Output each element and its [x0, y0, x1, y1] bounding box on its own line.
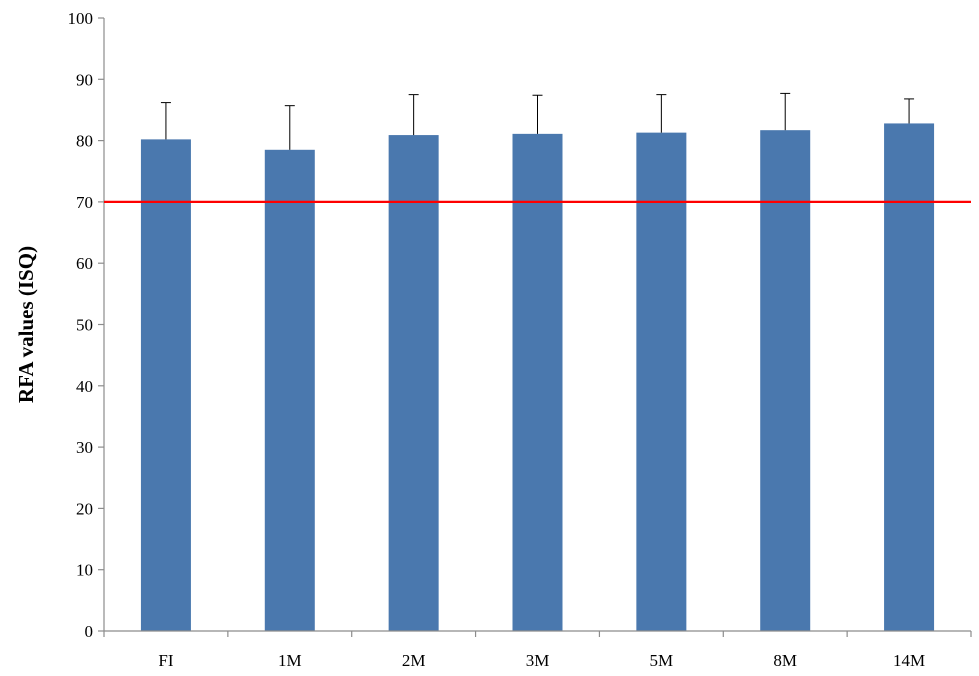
- x-tick-label: 14M: [893, 651, 925, 670]
- x-tick-label: 5M: [650, 651, 674, 670]
- bar-fi: [140, 139, 191, 631]
- y-tick-label: 70: [76, 193, 93, 212]
- x-tick-label: 3M: [526, 651, 550, 670]
- bar-3m: [512, 133, 563, 631]
- bar-2m: [388, 135, 439, 631]
- error-bar-8m: [780, 92, 791, 131]
- y-axis-title: RFA values (ISQ): [14, 246, 38, 403]
- x-axis-ticks: FI 1M 2M 3M 5M 8M 14M: [103, 631, 972, 670]
- error-bar-1m: [284, 105, 295, 150]
- error-bar-2m: [408, 94, 419, 136]
- error-bar-3m: [532, 94, 543, 134]
- y-tick-label: 30: [76, 438, 93, 457]
- bar-14m: [884, 123, 935, 631]
- error-bar-fi: [160, 102, 171, 140]
- x-tick-label: 2M: [402, 651, 426, 670]
- y-tick-label: 80: [76, 132, 93, 151]
- y-tick-label: 100: [68, 9, 94, 28]
- bar-5m: [636, 132, 687, 632]
- y-tick-label: 90: [76, 70, 93, 89]
- bars-group: [140, 123, 935, 632]
- x-tick-label: FI: [158, 651, 173, 670]
- x-tick-label: 1M: [278, 651, 302, 670]
- error-bars-group: [160, 92, 915, 150]
- error-bar-5m: [656, 94, 667, 133]
- error-bar-14m: [904, 98, 915, 124]
- y-tick-label: 60: [76, 254, 93, 273]
- y-tick-label: 10: [76, 561, 93, 580]
- y-tick-label: 20: [76, 499, 93, 518]
- y-tick-label: 50: [76, 316, 93, 335]
- bar-8m: [760, 130, 811, 631]
- bar-1m: [264, 149, 315, 632]
- y-tick-label: 0: [85, 622, 94, 641]
- y-axis-ticks: 0 10 20 30 40 50 60 70 80 90 100: [68, 9, 104, 641]
- y-tick-label: 40: [76, 377, 93, 396]
- x-tick-label: 8M: [773, 651, 797, 670]
